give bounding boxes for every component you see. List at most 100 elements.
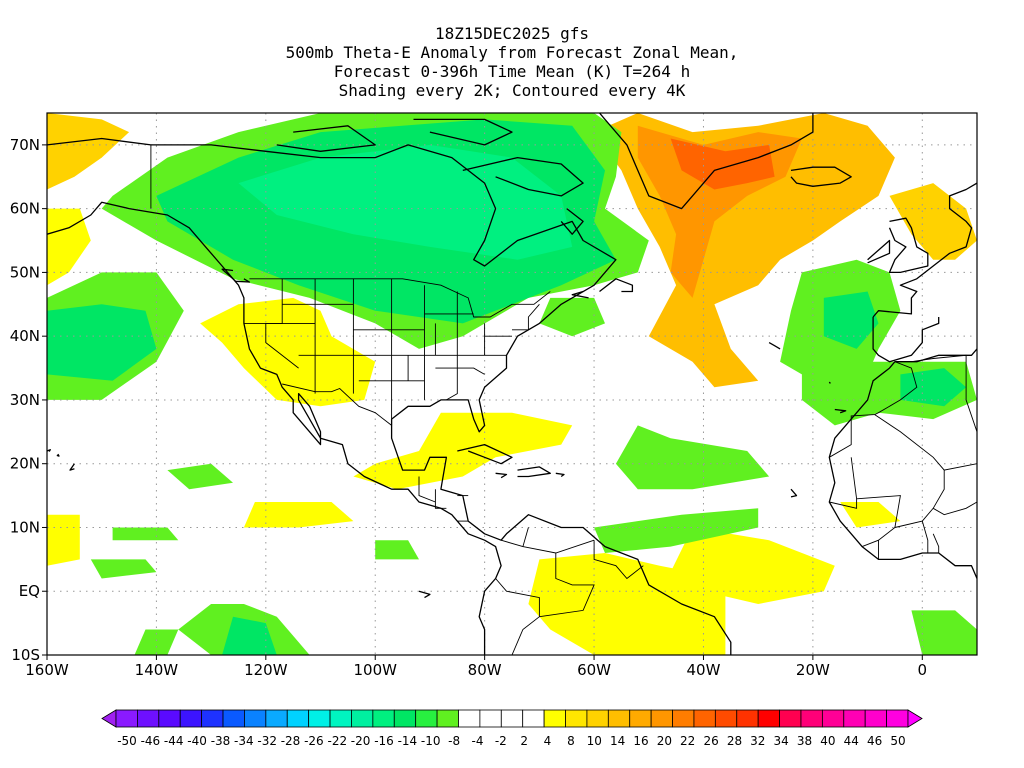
border-22 [434,489,447,509]
colorbar-swatch-18 [479,709,502,728]
colorbar-swatch-17 [458,709,481,728]
colorbar-label-4: -38 [211,734,231,748]
colorbar-label-9: -22 [327,734,347,748]
coastline-3 [790,166,852,187]
colorbar-swatch-19 [500,709,524,728]
gridlines [47,113,977,655]
colorbar-label-17: 2 [520,734,528,748]
colorbar-swatch-37 [886,709,909,728]
colorbar-swatch-7 [244,709,267,728]
colorbar-label-31: 44 [844,734,859,748]
border-32 [829,457,858,509]
border-28 [495,578,540,655]
colorbar-label-22: 16 [633,734,648,748]
colorbar-label-10: -20 [351,734,371,748]
border-30 [829,361,918,458]
anomaly-region-31 [222,616,277,655]
lat-tick-label-6: 10N [10,518,40,536]
colorbar-label-5: -34 [234,734,254,748]
lon-tick-label-2: 120W [244,661,288,679]
colorbar-label-20: 10 [587,734,602,748]
border-37 [932,501,977,516]
border-27 [593,540,644,580]
coastline-10 [517,466,551,478]
colorbar-label-30: 40 [820,734,835,748]
anomaly-region-27 [90,559,157,579]
colorbar-swatch-12 [351,709,374,728]
coastlines [47,113,977,655]
colorbar-label-2: -44 [164,734,184,748]
anomaly-region-25 [167,463,233,490]
coastline-17 [276,125,376,152]
colorbar-label-28: 34 [774,734,789,748]
border-14 [435,367,485,375]
colorbar-label-6: -32 [257,734,277,748]
anomaly-region-3 [889,183,977,260]
anomaly-region-32 [539,297,605,337]
colorbar-high-arrow [907,709,923,728]
colorbar-label-27: 32 [750,734,765,748]
map-frame [46,112,978,656]
border-21 [418,476,436,503]
lat-tick-label-2: 50N [10,263,40,281]
border-17 [512,304,540,331]
colorbar-label-29: 38 [797,734,812,748]
colorbar-label-11: -16 [374,734,394,748]
coastline-8 [872,317,940,363]
coastline-24 [828,381,831,384]
colorbar-swatch-20 [522,709,545,728]
colorbar-swatch-23 [586,709,609,728]
coastline-0 [47,137,732,655]
colorbar-label-24: 22 [680,734,695,748]
lon-tick-label-0: 160W [25,661,69,679]
lat-tick-label-4: 30N [10,391,40,409]
colorbar-label-19: 8 [567,734,575,748]
colorbar-swatch-2 [137,709,160,728]
colorbar-label-1: -46 [141,734,161,748]
border-1 [249,278,551,318]
colorbar-swatch-36 [864,709,888,728]
colorbar-swatch-21 [543,709,566,728]
colorbar-label-16: -2 [495,734,507,748]
lat-tick-label-3: 40N [10,327,40,345]
coastline-4 [888,217,929,274]
border-39 [911,354,977,432]
lat-tick-label-8: 10S [11,646,40,664]
anomaly-region-4 [47,113,130,190]
coastline-26 [790,488,798,498]
coastline-23 [768,342,781,350]
coastline-25 [834,408,847,414]
colorbar-label-7: -28 [281,734,301,748]
anomaly-region-2 [670,138,775,190]
colorbar-swatch-26 [650,709,673,728]
colorbar-swatch-29 [714,709,738,728]
colorbar-swatch-33 [800,709,823,728]
colorbar-swatch-10 [308,709,331,728]
colorbar-swatch-13 [372,709,395,728]
colorbar-swatch-5 [201,709,224,728]
anomaly-region-23 [594,508,759,553]
anomaly-region-9 [47,514,80,566]
anomaly-region-11 [670,527,835,604]
coastline-16 [413,118,513,146]
coastline-6 [872,182,977,318]
colorbar-swatch-9 [286,709,310,728]
colorbar-label-12: -14 [398,734,418,748]
colorbar-label-32: 46 [867,734,882,748]
colorbar-swatch-34 [821,709,845,728]
coastline-1 [47,201,502,655]
anomaly-region-8 [528,553,726,655]
lon-tick-label-3: 100W [354,661,398,679]
anomaly-region-22 [615,425,770,490]
anomaly-region-17 [47,304,157,381]
axis-ticks: 160W 140W 120W 100W 80W 60W 40W 20W 0 70N 60N 50N 40… [10,136,927,679]
title-line-1: 18Z15DEC2025 gfs [434,24,590,43]
coastline-27 [418,590,431,599]
lon-tick-label-8: 0 [918,661,928,679]
anomaly-region-28 [375,540,419,560]
title-line-2: 500mb Theta-E Anomaly from Forecast Zona… [285,43,739,62]
colorbar-swatch-28 [693,709,716,728]
lat-tick-label-5: 20N [10,455,40,473]
coastline-2 [598,113,814,210]
